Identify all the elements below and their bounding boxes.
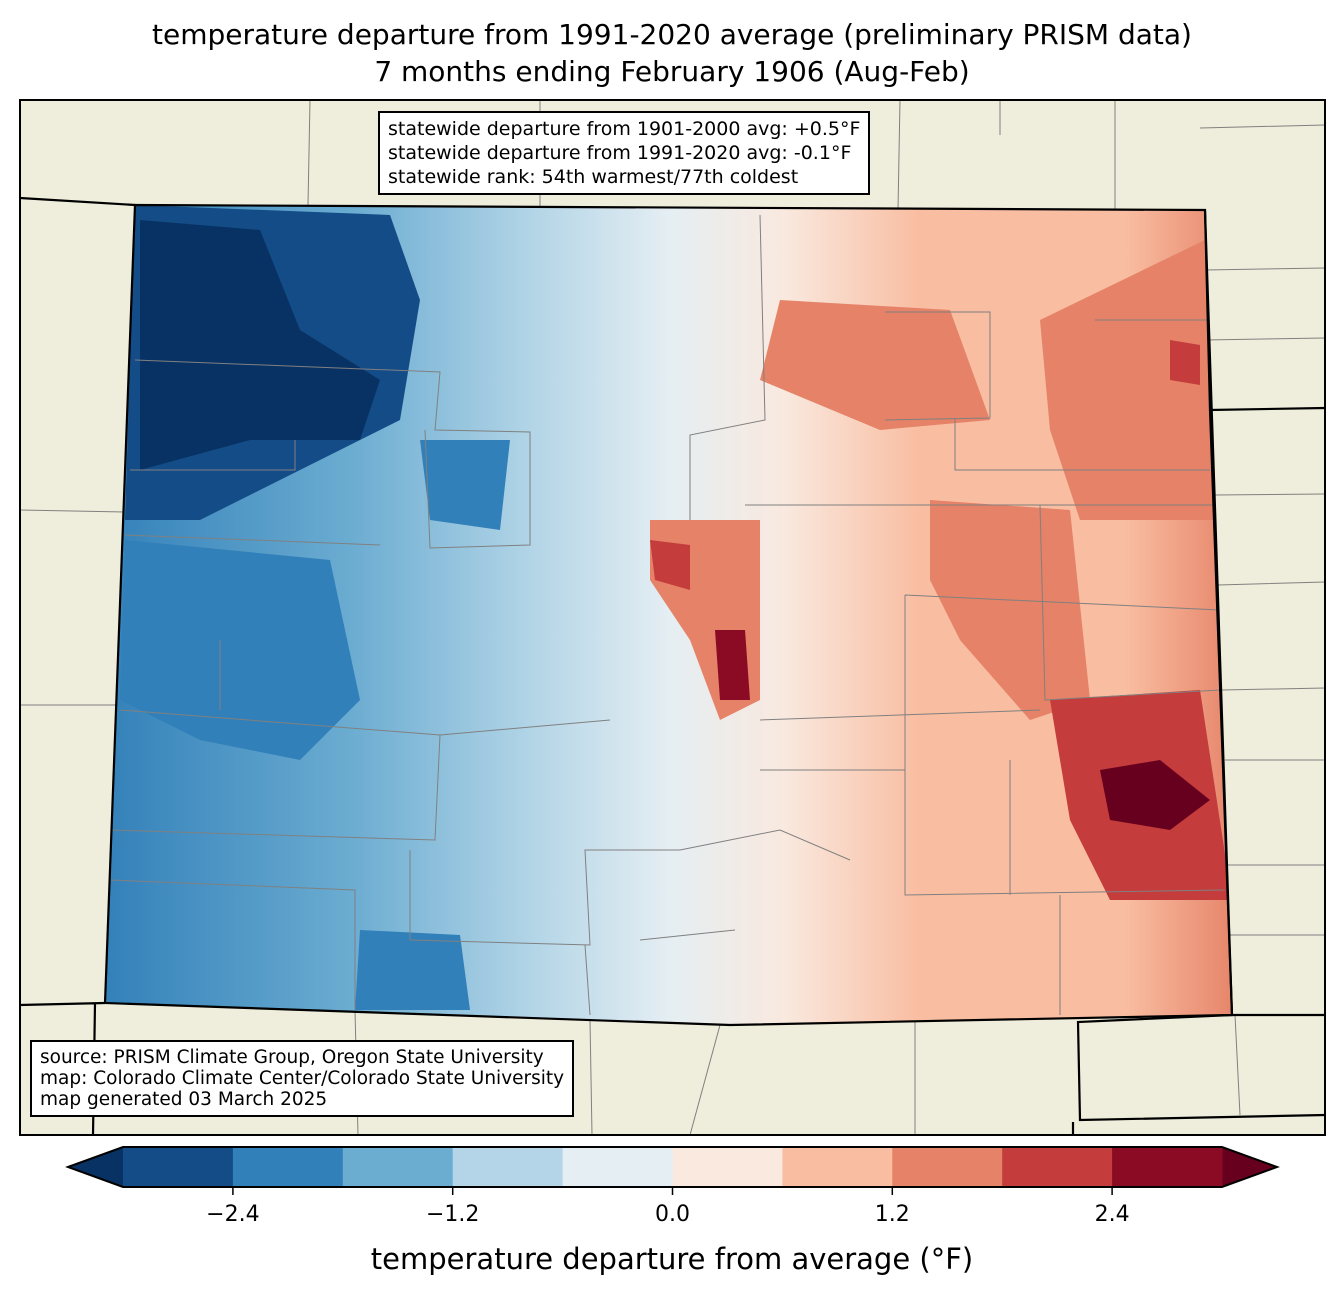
statewide-stats-box: statewide departure from 1901-2000 avg: … [378,111,871,195]
region-front-range-warmest [715,630,750,700]
colorbar-tick-label: −2.4 [206,1202,260,1227]
colorbar-tick-label: 0.0 [655,1202,690,1227]
colorbar-tick-label: −1.2 [425,1202,480,1227]
region-east-central-warm [930,500,1090,720]
colorado-border [103,203,1234,1027]
state-borders [19,196,1326,1136]
colorbar-outline [65,1146,1280,1188]
colorbar-extend-low [68,1147,123,1187]
colorbar-tick-label: 1.2 [874,1202,910,1227]
colorbar-bin [232,1147,344,1187]
stat-line-1991-2020: statewide departure from 1991-2020 avg: … [388,142,852,164]
colorbar-bin [342,1147,454,1187]
colorbar-extend-high [1222,1147,1277,1187]
source-box: source: PRISM Climate Group, Oregon Stat… [30,1040,575,1117]
stat-line-rank: statewide rank: 54th warmest/77th coldes… [388,166,799,188]
colorbar-label: temperature departure from average (°F) [370,1242,974,1276]
colorbar-bin [452,1147,564,1187]
colorbar-bin [782,1147,893,1187]
colorbar-bin [1112,1147,1223,1187]
map-credit-line: map: Colorado Climate Center/Colorado St… [40,1068,565,1089]
colorbar-bin [672,1147,783,1187]
region-south-cold [355,930,470,1010]
title-line-1: temperature departure from 1991-2020 ave… [152,18,1192,51]
region-northwest-coldest [140,220,380,470]
region-west-cold [120,540,360,760]
colorbar-bin [892,1147,1003,1187]
title-line-2: 7 months ending February 1906 (Aug-Feb) [374,55,970,88]
map-frame [19,99,1326,1136]
region-southeast-warmest [1100,760,1210,830]
colorbar-bin [562,1147,673,1187]
region-northeast-warm [760,300,990,430]
temperature-field [105,205,1232,1025]
stat-line-1901-2000: statewide departure from 1901-2000 avg: … [388,118,861,140]
county-borders [109,214,1226,1016]
region-east-warm [1040,240,1215,520]
source-line: source: PRISM Climate Group, Oregon Stat… [40,1047,544,1068]
colorbar-bin [123,1147,234,1187]
colorbar-tick-label: 2.4 [1094,1202,1130,1227]
region-central-cold [420,440,510,530]
generated-date-line: map generated 03 March 2025 [40,1089,328,1110]
colorbar-bin [1002,1147,1113,1187]
colorbar [65,1146,1280,1195]
